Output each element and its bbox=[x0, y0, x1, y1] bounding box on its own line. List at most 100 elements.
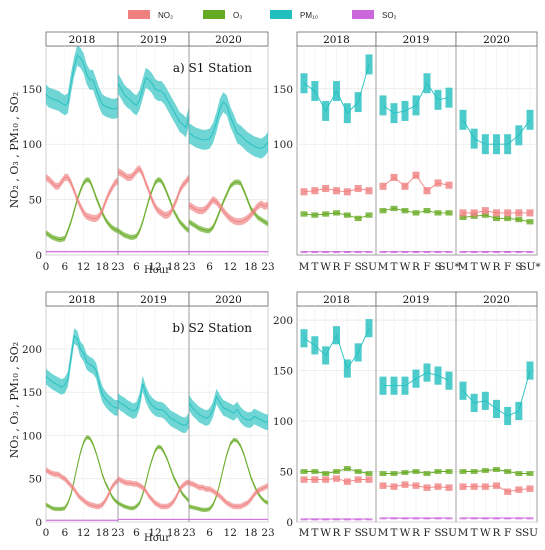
x-tick-label: S bbox=[434, 527, 441, 539]
x-tick-label: T bbox=[471, 261, 478, 273]
y-tick-label: 150 bbox=[273, 84, 293, 96]
point-o3 bbox=[379, 208, 387, 214]
point-o3 bbox=[434, 210, 442, 216]
panel-title: a) S1 Station bbox=[173, 61, 252, 75]
point-so2 bbox=[504, 517, 512, 520]
x-tick-label: M bbox=[299, 261, 310, 273]
x-tick-label: F bbox=[423, 527, 430, 539]
band-o3 bbox=[46, 177, 118, 243]
point-so2 bbox=[515, 517, 523, 520]
point-no2 bbox=[434, 179, 442, 187]
point-no2 bbox=[390, 483, 398, 490]
point-no2 bbox=[459, 483, 467, 490]
point-pm10 bbox=[481, 134, 489, 155]
x-tick-label: 0 bbox=[43, 527, 50, 539]
x-tick-label: 6 bbox=[133, 261, 140, 273]
plot-area bbox=[296, 45, 538, 256]
point-no2 bbox=[300, 476, 308, 483]
point-o3 bbox=[401, 208, 409, 214]
point-pm10 bbox=[423, 363, 431, 382]
band-o3 bbox=[118, 177, 189, 240]
facet-label: 2018 bbox=[69, 294, 96, 306]
point-o3 bbox=[390, 205, 398, 212]
point-so2 bbox=[343, 251, 351, 254]
x-tick-label: S bbox=[355, 527, 362, 539]
point-no2 bbox=[401, 481, 409, 488]
x-tick-label: T bbox=[390, 261, 397, 273]
series-line-o3 bbox=[117, 179, 190, 238]
point-pm10 bbox=[526, 361, 534, 380]
point-no2 bbox=[401, 182, 409, 190]
point-o3 bbox=[365, 212, 373, 218]
y-tick-label: 50 bbox=[280, 467, 293, 479]
point-o3 bbox=[526, 471, 534, 476]
point-no2 bbox=[379, 182, 387, 190]
point-o3 bbox=[423, 208, 431, 214]
point-pm10 bbox=[445, 87, 453, 108]
series-line-pm10 bbox=[45, 335, 118, 409]
x-tick-label: SU bbox=[522, 527, 538, 539]
point-pm10 bbox=[354, 92, 362, 113]
point-pm10 bbox=[300, 73, 308, 94]
x-tick-label: 6 bbox=[206, 527, 213, 539]
point-no2 bbox=[515, 209, 523, 217]
point-so2 bbox=[354, 251, 362, 254]
facet-strip bbox=[188, 31, 269, 47]
point-no2 bbox=[526, 485, 534, 492]
point-o3 bbox=[412, 210, 420, 216]
point-o3 bbox=[504, 469, 512, 474]
y-tick-label: 50 bbox=[29, 195, 42, 207]
point-so2 bbox=[401, 517, 409, 520]
point-so2 bbox=[300, 251, 308, 254]
point-pm10 bbox=[343, 359, 351, 378]
point-pm10 bbox=[322, 100, 330, 121]
legend-label: SO₂ bbox=[382, 11, 397, 20]
y-axis-title-s1: NO₂ , O₃ , PM₁₀ , SO₂ bbox=[8, 92, 21, 208]
point-pm10 bbox=[365, 319, 373, 338]
point-o3 bbox=[300, 469, 308, 474]
point-no2 bbox=[365, 187, 373, 195]
facet-label: 2020 bbox=[483, 294, 510, 306]
point-pm10 bbox=[445, 371, 453, 390]
x-tick-label: 12 bbox=[148, 527, 161, 539]
x-tick-label: S bbox=[355, 261, 362, 273]
point-so2 bbox=[390, 517, 398, 520]
x-tick-label: 18 bbox=[244, 527, 257, 539]
point-so2 bbox=[322, 251, 330, 254]
point-so2 bbox=[445, 251, 453, 254]
facet-label: 2019 bbox=[403, 294, 430, 306]
point-pm10 bbox=[390, 103, 398, 124]
series-line-no2 bbox=[45, 469, 119, 507]
point-no2 bbox=[343, 188, 351, 196]
facet-label: 2019 bbox=[140, 34, 167, 46]
point-o3 bbox=[322, 471, 330, 476]
legend: NO₂ O₃ PM₁₀ SO₂ bbox=[128, 10, 397, 20]
point-o3 bbox=[365, 471, 373, 476]
point-pm10 bbox=[333, 81, 340, 101]
x-tick-label: R bbox=[412, 527, 421, 539]
point-pm10 bbox=[379, 376, 387, 395]
x-tick-label: 12 bbox=[224, 261, 237, 273]
point-pm10 bbox=[459, 381, 467, 400]
x-tick-label: 12 bbox=[77, 261, 90, 273]
point-o3 bbox=[459, 214, 467, 220]
y-tick-label: 150 bbox=[22, 84, 42, 96]
x-tick-label: F bbox=[504, 261, 511, 273]
series-line-pm10 bbox=[45, 54, 119, 110]
facet-label: 2018 bbox=[323, 34, 350, 46]
series-line-o3 bbox=[117, 446, 190, 509]
point-pm10 bbox=[390, 376, 398, 395]
x-tick-label: R bbox=[493, 527, 502, 539]
point-so2 bbox=[379, 517, 387, 520]
x-tick-label: 23 bbox=[261, 527, 274, 539]
x-tick-label: 23 bbox=[182, 527, 195, 539]
point-so2 bbox=[412, 251, 420, 254]
x-tick-label: W bbox=[320, 527, 331, 539]
point-o3 bbox=[311, 469, 319, 474]
point-pm10 bbox=[343, 103, 351, 124]
series-line-no2 bbox=[117, 167, 190, 216]
point-no2 bbox=[354, 476, 362, 483]
point-o3 bbox=[515, 471, 523, 476]
x-tick-label: 23 bbox=[261, 261, 274, 273]
